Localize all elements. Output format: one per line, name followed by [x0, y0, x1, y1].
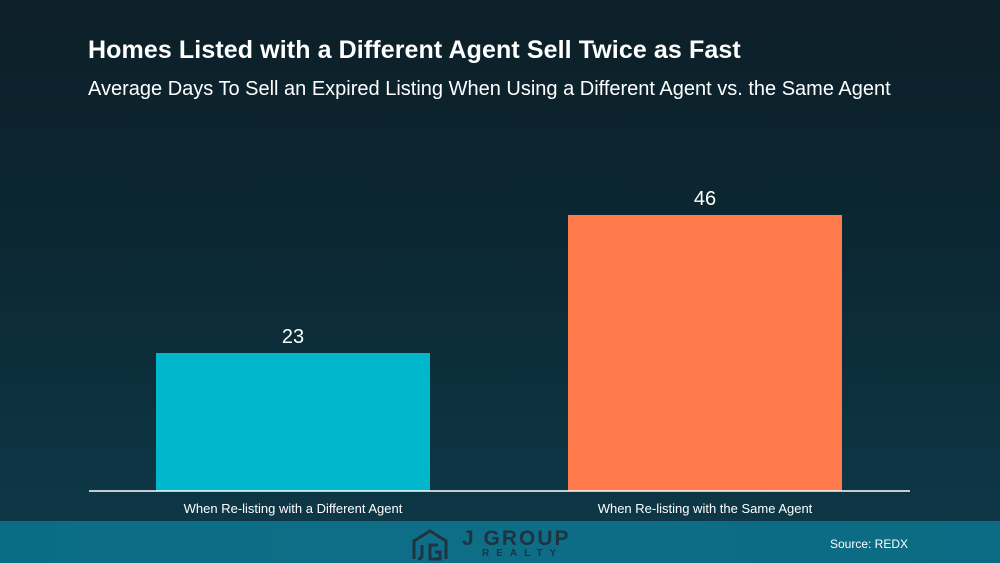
chart-subtitle: Average Days To Sell an Expired Listing … [88, 78, 891, 100]
footer-bar [0, 521, 1000, 563]
house-jg-icon [412, 529, 448, 561]
data-label-1: 23 [282, 326, 304, 348]
category-label-1: When Re-listing with a Different Agent [184, 501, 403, 516]
category-label-2: When Re-listing with the Same Agent [598, 501, 813, 516]
source-note: Source: REDX [829, 537, 908, 551]
chart-title: Homes Listed with a Different Agent Sell… [88, 36, 741, 64]
logo-subtext: REALTY [482, 548, 564, 559]
bar-2 [568, 215, 842, 491]
logo-text: J GROUP [462, 527, 571, 550]
bar-1 [156, 353, 430, 491]
data-label-2: 46 [694, 188, 716, 210]
bar-chart: 23 When Re-listing with a Different Agent… [156, 188, 842, 516]
